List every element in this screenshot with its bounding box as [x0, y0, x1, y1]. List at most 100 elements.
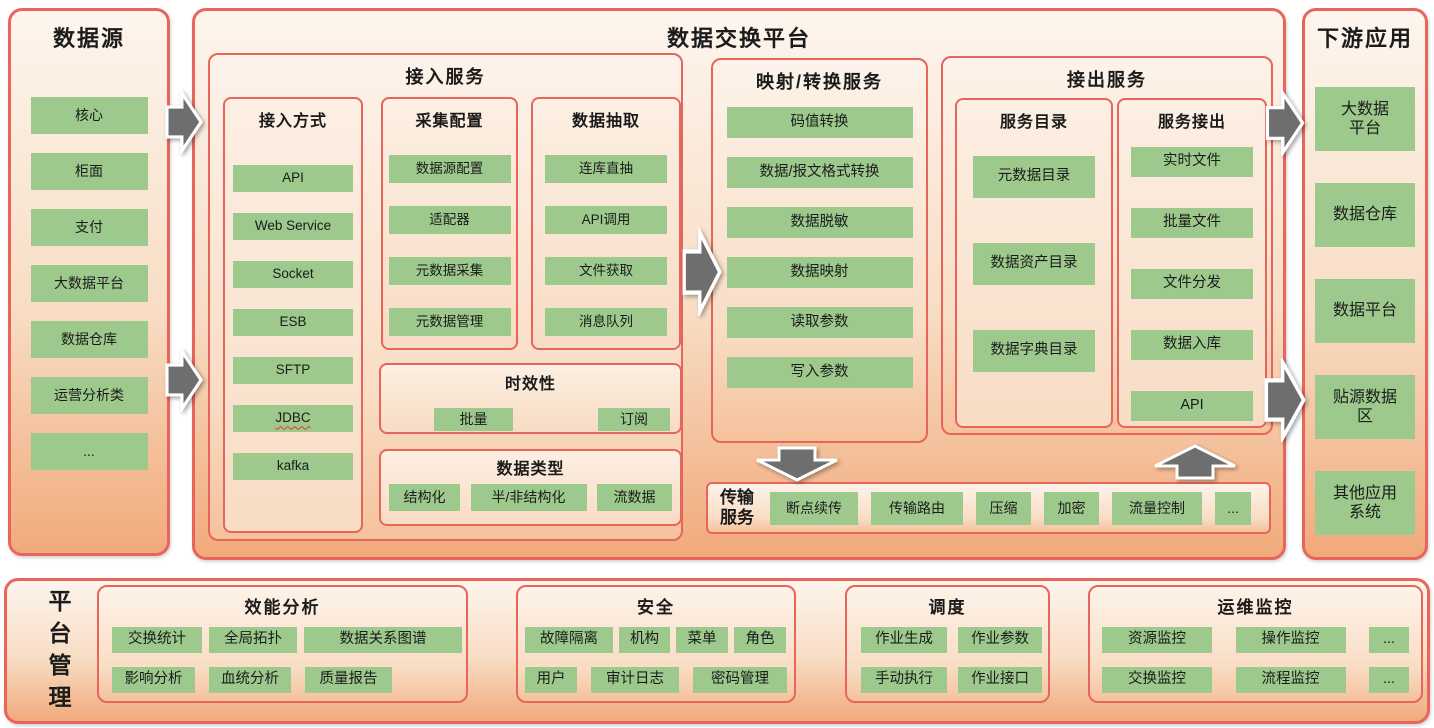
- list-item: 核心: [30, 97, 148, 134]
- datatypes-title: 数据类型: [496, 461, 565, 478]
- list-item: 数据映射: [726, 257, 913, 288]
- list-item: Socket: [233, 261, 353, 288]
- list-item: 批量: [434, 408, 513, 431]
- list-item: 资源监控: [1102, 627, 1212, 653]
- list-item: SFTP: [233, 357, 353, 384]
- up-arrow-icon: [1154, 444, 1236, 480]
- ops-monitor-section: 运维监控 资源监控 操作监控 ... 交换监控 流程监控 ...: [1088, 585, 1423, 703]
- list-item: 审计日志: [591, 667, 679, 693]
- data-extract-panel: 数据抽取 连库直抽 API调用 文件获取 消息队列: [531, 97, 681, 350]
- list-item: 数据脱敏: [726, 207, 913, 238]
- collect-config-panel: 采集配置 数据源配置 适配器 元数据采集 元数据管理: [381, 97, 518, 350]
- list-item: 数据字典目录: [973, 330, 1095, 372]
- transfer-service-title: 传输 服务: [720, 487, 754, 527]
- list-item: 支付: [30, 209, 148, 246]
- list-item: 元数据目录: [973, 156, 1095, 198]
- list-item: 传输路由: [871, 491, 963, 525]
- list-item: 数据入库: [1131, 330, 1253, 360]
- list-item: 订阅: [598, 408, 670, 431]
- list-item: 大数据 平台: [1315, 87, 1415, 151]
- downstream-title: 下游应用: [1316, 26, 1413, 51]
- datasource-items: 核心 柜面 支付 大数据平台 数据仓库 运营分析类 ...: [11, 97, 167, 470]
- transfer-service-bar: 传输 服务 断点续传 传输路由 压缩 加密 流量控制 ...: [706, 482, 1271, 534]
- list-item: 手动执行: [861, 667, 947, 693]
- list-item: 贴源数据 区: [1315, 375, 1415, 439]
- list-item: 全局拓扑: [209, 627, 297, 653]
- ops-monitor-title: 运维监控: [1217, 598, 1294, 617]
- list-item: ...: [1215, 491, 1251, 525]
- access-service-title: 接入服务: [405, 67, 486, 87]
- list-item: 元数据采集: [388, 257, 511, 285]
- list-item: 读取参数: [726, 307, 913, 338]
- access-service-section: 接入服务 接入方式 API Web Service Socket ESB SFT…: [208, 53, 683, 541]
- list-item: 机构: [619, 627, 670, 653]
- list-item: 作业生成: [861, 627, 947, 653]
- platform-title: 数据交换平台: [666, 26, 811, 51]
- list-item: 交换监控: [1102, 667, 1212, 693]
- list-item: 菜单: [676, 627, 728, 653]
- list-item: 文件分发: [1131, 269, 1253, 299]
- list-item: 数据仓库: [1315, 183, 1415, 247]
- datatypes-panel: 数据类型 结构化 半/非结构化 流数据: [379, 449, 682, 526]
- list-item: 压缩: [976, 491, 1031, 525]
- datasource-panel: 数据源 核心 柜面 支付 大数据平台 数据仓库 运营分析类 ...: [8, 8, 170, 556]
- list-item: 码值转换: [726, 107, 913, 138]
- downstream-items: 大数据 平台 数据仓库 数据平台 贴源数据 区 其他应用 系统: [1305, 87, 1425, 535]
- output-service-section: 接出服务 服务目录 元数据目录 数据资产目录 数据字典目录 服务接出 实时文件 …: [941, 56, 1273, 435]
- list-item: ESB: [233, 309, 353, 336]
- list-item: 流程监控: [1235, 667, 1346, 693]
- list-item: 其他应用 系统: [1315, 471, 1415, 535]
- timeliness-title: 时效性: [504, 376, 556, 393]
- downstream-panel: 下游应用 大数据 平台 数据仓库 数据平台 贴源数据 区 其他应用 系统: [1302, 8, 1428, 560]
- list-item: JDBC: [233, 405, 353, 432]
- right-arrow-icon: [165, 90, 203, 154]
- list-item: 元数据管理: [388, 308, 511, 336]
- list-item: 半/非结构化: [470, 484, 587, 511]
- list-item: 作业接口: [958, 667, 1042, 693]
- list-item: 适配器: [388, 206, 511, 234]
- right-arrow-icon: [1265, 90, 1305, 156]
- list-item: 消息队列: [545, 308, 667, 336]
- list-item: ...: [1369, 627, 1409, 653]
- platform-management-title: 平台管理: [45, 589, 71, 717]
- list-item: 连库直抽: [545, 155, 667, 183]
- efficiency-analysis-section: 效能分析 交换统计 全局拓扑 数据关系图谱 影响分析 血统分析 质量报告: [97, 585, 468, 703]
- list-item: 流量控制: [1112, 491, 1202, 525]
- list-item: ...: [1369, 667, 1409, 693]
- right-arrow-icon: [165, 348, 203, 412]
- platform-management-panel: 平台管理 效能分析 交换统计 全局拓扑 数据关系图谱 影响分析 血统分析 质量报…: [4, 578, 1430, 724]
- exchange-platform-panel: 数据交换平台 接入服务 接入方式 API Web Service Socket …: [192, 8, 1286, 560]
- list-item: 大数据平台: [30, 265, 148, 302]
- list-item: 写入参数: [726, 357, 913, 388]
- list-item: 数据平台: [1315, 279, 1415, 343]
- service-catalog-panel: 服务目录 元数据目录 数据资产目录 数据字典目录: [955, 98, 1113, 428]
- service-catalog-title: 服务目录: [999, 114, 1068, 131]
- list-item: API: [1131, 391, 1253, 421]
- list-item: 操作监控: [1235, 627, 1346, 653]
- list-item: 密码管理: [693, 667, 787, 693]
- list-item: 结构化: [389, 484, 460, 511]
- list-item: 文件获取: [545, 257, 667, 285]
- access-methods-title: 接入方式: [258, 113, 327, 130]
- list-item: ...: [30, 433, 148, 470]
- collect-config-title: 采集配置: [415, 113, 484, 130]
- timeliness-panel: 时效性 批量 订阅: [379, 363, 682, 434]
- list-item: 运营分析类: [30, 377, 148, 414]
- list-item: 数据/报文格式转换: [726, 157, 913, 188]
- list-item: 数据仓库: [30, 321, 148, 358]
- list-item: 柜面: [30, 153, 148, 190]
- service-out-panel: 服务接出 实时文件 批量文件 文件分发 数据入库 API: [1117, 98, 1267, 428]
- list-item: 角色: [734, 627, 786, 653]
- list-item: 断点续传: [770, 491, 858, 525]
- list-item: 质量报告: [305, 667, 392, 693]
- list-item: 批量文件: [1131, 208, 1253, 238]
- list-item: API: [233, 165, 353, 192]
- list-item: kafka: [233, 453, 353, 480]
- service-out-title: 服务接出: [1157, 114, 1226, 131]
- output-service-title: 接出服务: [1067, 70, 1147, 90]
- list-item: 血统分析: [209, 667, 291, 693]
- right-arrow-icon: [1264, 358, 1306, 442]
- list-item: 实时文件: [1131, 147, 1253, 177]
- security-title: 安全: [637, 598, 675, 617]
